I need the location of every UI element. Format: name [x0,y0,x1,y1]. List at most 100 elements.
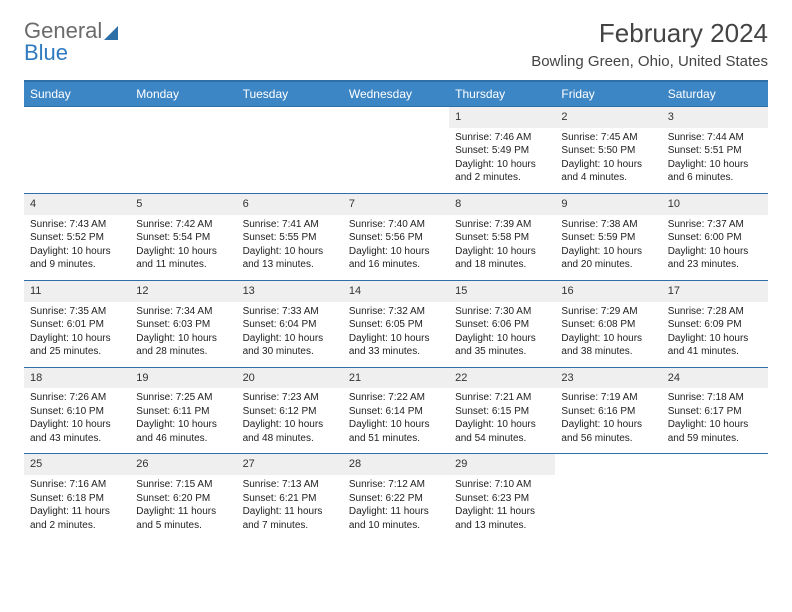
week-row: 11Sunrise: 7:35 AMSunset: 6:01 PMDayligh… [24,280,768,367]
detail-line: Sunset: 5:58 PM [455,231,549,245]
detail-line: Sunrise: 7:30 AM [455,305,549,319]
weekday-label: Tuesday [237,82,343,106]
week-row: 25Sunrise: 7:16 AMSunset: 6:18 PMDayligh… [24,453,768,540]
detail-line: and 18 minutes. [455,258,549,272]
day-number: 4 [24,194,130,215]
day-number: 10 [662,194,768,215]
day-cell: 20Sunrise: 7:23 AMSunset: 6:12 PMDayligh… [237,368,343,454]
day-cell: 6Sunrise: 7:41 AMSunset: 5:55 PMDaylight… [237,194,343,280]
detail-line: Sunset: 6:16 PM [561,405,655,419]
day-cell: 5Sunrise: 7:42 AMSunset: 5:54 PMDaylight… [130,194,236,280]
detail-line: Sunset: 6:08 PM [561,318,655,332]
day-details: Sunrise: 7:35 AMSunset: 6:01 PMDaylight:… [24,302,130,367]
weekday-label: Saturday [662,82,768,106]
day-cell: . [237,107,343,193]
detail-line: Sunrise: 7:16 AM [30,478,124,492]
detail-line: Sunrise: 7:15 AM [136,478,230,492]
detail-line: Sunrise: 7:25 AM [136,391,230,405]
detail-line: Sunset: 5:49 PM [455,144,549,158]
detail-line: and 5 minutes. [136,519,230,533]
detail-line: Daylight: 10 hours [455,332,549,346]
detail-line: Sunrise: 7:34 AM [136,305,230,319]
day-cell: 2Sunrise: 7:45 AMSunset: 5:50 PMDaylight… [555,107,661,193]
detail-line: Daylight: 10 hours [136,332,230,346]
day-details: Sunrise: 7:30 AMSunset: 6:06 PMDaylight:… [449,302,555,367]
detail-line: Sunrise: 7:21 AM [455,391,549,405]
weekday-label: Monday [130,82,236,106]
day-number: 7 [343,194,449,215]
day-cell: 4Sunrise: 7:43 AMSunset: 5:52 PMDaylight… [24,194,130,280]
day-cell: 17Sunrise: 7:28 AMSunset: 6:09 PMDayligh… [662,281,768,367]
detail-line: Sunrise: 7:22 AM [349,391,443,405]
detail-line: Sunset: 6:21 PM [243,492,337,506]
detail-line: and 28 minutes. [136,345,230,359]
day-number: 14 [343,281,449,302]
day-cell: 15Sunrise: 7:30 AMSunset: 6:06 PMDayligh… [449,281,555,367]
week-row: . . . . 1Sunrise: 7:46 AMSunset: 5:49 PM… [24,106,768,193]
title-block: February 2024 Bowling Green, Ohio, Unite… [531,18,768,70]
detail-line: Sunset: 6:09 PM [668,318,762,332]
day-cell: 18Sunrise: 7:26 AMSunset: 6:10 PMDayligh… [24,368,130,454]
detail-line: Daylight: 10 hours [349,418,443,432]
day-cell: 22Sunrise: 7:21 AMSunset: 6:15 PMDayligh… [449,368,555,454]
detail-line: and 10 minutes. [349,519,443,533]
day-number: 12 [130,281,236,302]
detail-line: and 54 minutes. [455,432,549,446]
day-number: 22 [449,368,555,389]
detail-line: and 43 minutes. [30,432,124,446]
day-number: 1 [449,107,555,128]
day-cell: 21Sunrise: 7:22 AMSunset: 6:14 PMDayligh… [343,368,449,454]
detail-line: Daylight: 10 hours [668,245,762,259]
day-cell: 14Sunrise: 7:32 AMSunset: 6:05 PMDayligh… [343,281,449,367]
day-cell: 29Sunrise: 7:10 AMSunset: 6:23 PMDayligh… [449,454,555,540]
detail-line: and 35 minutes. [455,345,549,359]
day-details: Sunrise: 7:25 AMSunset: 6:11 PMDaylight:… [130,388,236,453]
detail-line: Daylight: 11 hours [243,505,337,519]
detail-line: Sunset: 6:17 PM [668,405,762,419]
day-cell: . [343,107,449,193]
day-number: 5 [130,194,236,215]
day-cell: 26Sunrise: 7:15 AMSunset: 6:20 PMDayligh… [130,454,236,540]
detail-line: Sunrise: 7:12 AM [349,478,443,492]
detail-line: Sunrise: 7:38 AM [561,218,655,232]
day-cell: 16Sunrise: 7:29 AMSunset: 6:08 PMDayligh… [555,281,661,367]
detail-line: and 16 minutes. [349,258,443,272]
detail-line: Sunrise: 7:40 AM [349,218,443,232]
detail-line: Sunset: 6:03 PM [136,318,230,332]
detail-line: Daylight: 10 hours [561,418,655,432]
detail-line: and 11 minutes. [136,258,230,272]
detail-line: and 51 minutes. [349,432,443,446]
detail-line: Sunrise: 7:43 AM [30,218,124,232]
day-cell: 24Sunrise: 7:18 AMSunset: 6:17 PMDayligh… [662,368,768,454]
day-details: Sunrise: 7:21 AMSunset: 6:15 PMDaylight:… [449,388,555,453]
detail-line: and 2 minutes. [455,171,549,185]
detail-line: Sunset: 6:23 PM [455,492,549,506]
day-cell: 3Sunrise: 7:44 AMSunset: 5:51 PMDaylight… [662,107,768,193]
detail-line: Daylight: 10 hours [668,158,762,172]
day-number: 26 [130,454,236,475]
day-cell: 23Sunrise: 7:19 AMSunset: 6:16 PMDayligh… [555,368,661,454]
weekday-label: Sunday [24,82,130,106]
detail-line: Sunrise: 7:10 AM [455,478,549,492]
header: General February 2024 Bowling Green, Ohi… [24,18,768,70]
day-details: Sunrise: 7:12 AMSunset: 6:22 PMDaylight:… [343,475,449,540]
detail-line: Sunset: 6:06 PM [455,318,549,332]
detail-line: and 25 minutes. [30,345,124,359]
day-details: Sunrise: 7:22 AMSunset: 6:14 PMDaylight:… [343,388,449,453]
detail-line: Sunrise: 7:35 AM [30,305,124,319]
detail-line: Sunset: 5:56 PM [349,231,443,245]
detail-line: Daylight: 10 hours [455,418,549,432]
day-cell: 25Sunrise: 7:16 AMSunset: 6:18 PMDayligh… [24,454,130,540]
day-number: 2 [555,107,661,128]
detail-line: Sunset: 5:51 PM [668,144,762,158]
detail-line: Sunset: 5:54 PM [136,231,230,245]
day-number: 3 [662,107,768,128]
detail-line: Daylight: 10 hours [349,245,443,259]
day-details: Sunrise: 7:33 AMSunset: 6:04 PMDaylight:… [237,302,343,367]
day-details: Sunrise: 7:15 AMSunset: 6:20 PMDaylight:… [130,475,236,540]
detail-line: Sunset: 5:59 PM [561,231,655,245]
weekday-label: Friday [555,82,661,106]
day-details: Sunrise: 7:44 AMSunset: 5:51 PMDaylight:… [662,128,768,193]
day-number: 13 [237,281,343,302]
detail-line: Sunset: 6:15 PM [455,405,549,419]
